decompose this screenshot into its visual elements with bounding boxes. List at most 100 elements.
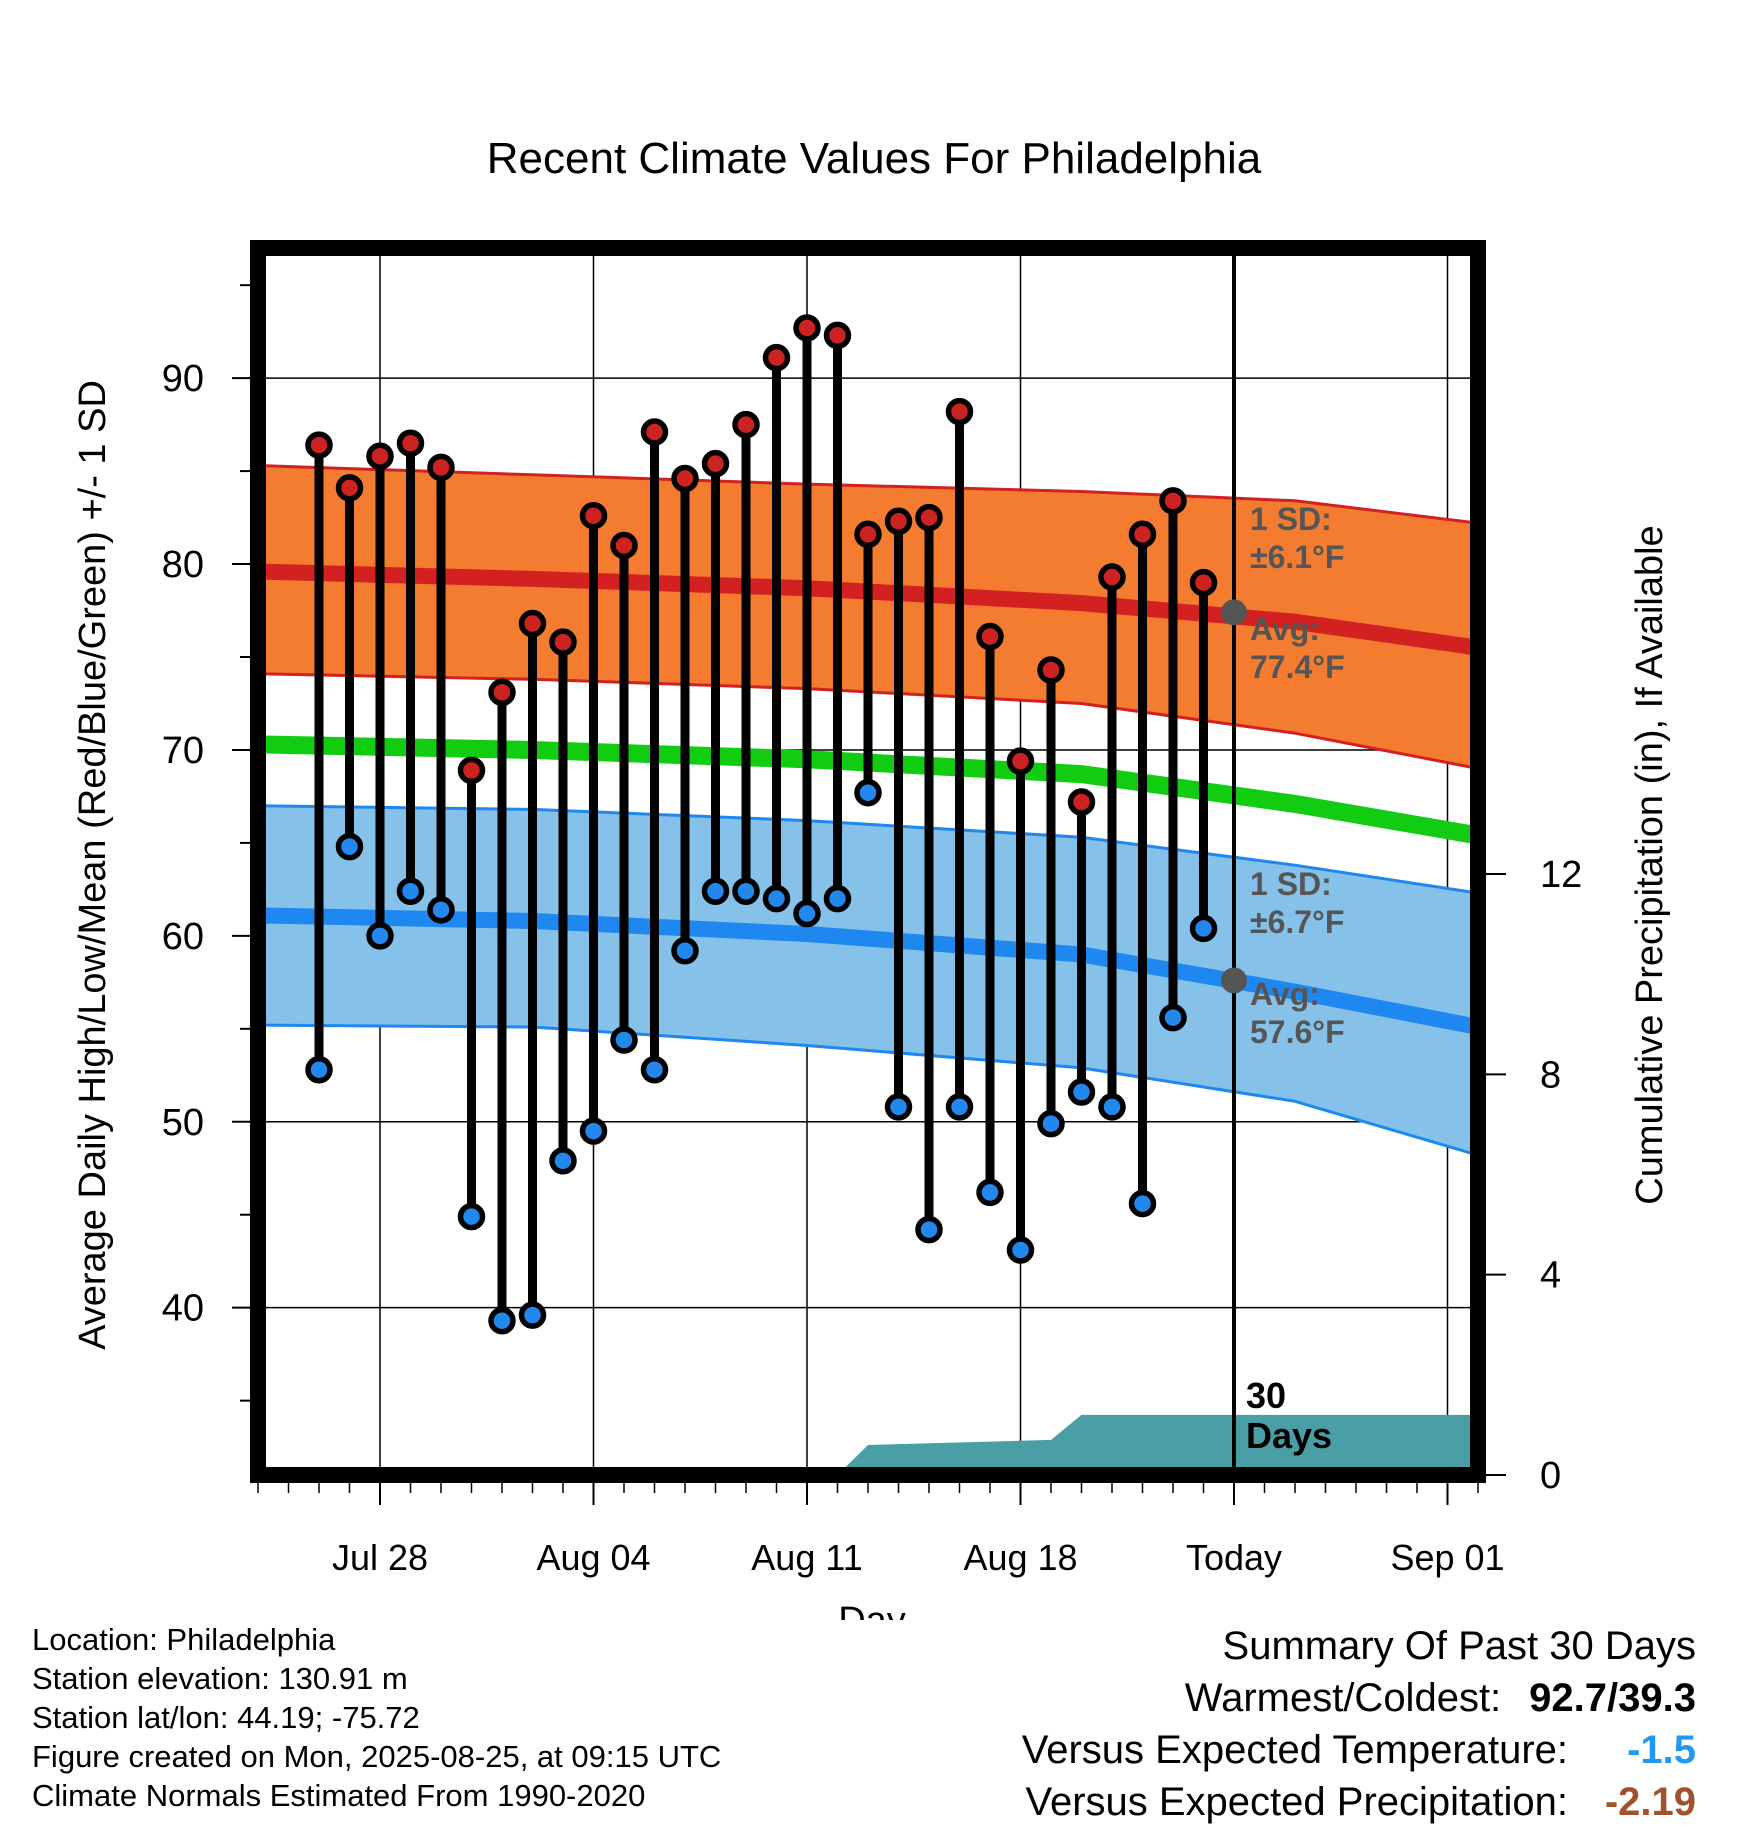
low-point bbox=[549, 1147, 577, 1175]
y-tick-label: 90 bbox=[162, 358, 204, 400]
sd-annotation: Avg: 57.6°F bbox=[1250, 976, 1345, 1050]
low-point bbox=[610, 1026, 638, 1054]
low-point bbox=[396, 877, 425, 905]
low-point bbox=[884, 1093, 913, 1121]
high-point bbox=[671, 464, 699, 493]
low-point bbox=[335, 832, 364, 861]
high-point bbox=[1189, 568, 1218, 597]
high-point bbox=[305, 431, 333, 459]
today-normal-marker bbox=[1221, 967, 1247, 994]
y-tick-label: 70 bbox=[162, 730, 204, 772]
x-tick-label: Jul 28 bbox=[332, 1537, 428, 1578]
y2-tick-label: 0 bbox=[1540, 1455, 1561, 1497]
info-elevation: Station elevation: 130.91 m bbox=[32, 1661, 408, 1696]
high-point bbox=[762, 343, 791, 372]
high-point bbox=[640, 418, 669, 446]
low-point bbox=[671, 936, 699, 965]
window-label: 30 Days bbox=[1246, 1375, 1332, 1456]
annotation-value: 57.6°F bbox=[1250, 1014, 1345, 1050]
x-tick-label: Today bbox=[1186, 1537, 1282, 1578]
summary-title: Summary Of Past 30 Days bbox=[1222, 1624, 1696, 1668]
y-tick-label: 50 bbox=[162, 1102, 204, 1144]
low-point bbox=[1067, 1078, 1096, 1106]
low-point bbox=[640, 1055, 669, 1084]
annotation-value: ±6.7°F bbox=[1250, 904, 1344, 940]
climate-chart: Recent Climate Values For Philadelphia 1… bbox=[72, 134, 1671, 1620]
high-point bbox=[579, 501, 608, 530]
summary-temp-row: Versus Expected Temperature: -1.5 bbox=[1022, 1724, 1696, 1776]
high-point bbox=[457, 756, 486, 785]
sd-annotation: 1 SD: ±6.1°F bbox=[1250, 501, 1344, 575]
low-point bbox=[701, 877, 730, 905]
low-point bbox=[366, 922, 394, 950]
sd-annotation: Avg: 77.4°F bbox=[1250, 611, 1345, 685]
low-point bbox=[488, 1306, 516, 1335]
normal-high-line bbox=[258, 563, 1478, 656]
low-point bbox=[823, 884, 852, 913]
low-point bbox=[579, 1117, 608, 1145]
high-point bbox=[976, 622, 1004, 651]
normal-mean-line bbox=[258, 735, 1478, 845]
high-point bbox=[1159, 487, 1187, 515]
warmest-value: 92.7/39.3 bbox=[1529, 1676, 1696, 1720]
x-tick-label: Aug 04 bbox=[536, 1537, 650, 1578]
x-tick-label: Aug 11 bbox=[751, 1537, 862, 1578]
temp-value: -1.5 bbox=[1627, 1728, 1696, 1772]
warmest-label: Warmest/Coldest: bbox=[1184, 1676, 1502, 1720]
y2-tick-label: 4 bbox=[1540, 1255, 1561, 1297]
y-axis-label: Average Daily High/Low/Mean (Red/Blue/Gr… bbox=[72, 380, 114, 1350]
low-point bbox=[457, 1202, 486, 1231]
low-sd-lower-line bbox=[258, 1023, 1478, 1157]
low-sd-upper-line bbox=[258, 804, 1478, 895]
plot-frame bbox=[250, 240, 1486, 1483]
y2-tick-label: 12 bbox=[1540, 854, 1582, 896]
y2-axis-label: Cumulative Precipitation (in), If Availa… bbox=[1629, 525, 1671, 1204]
annotation-value: ±6.1°F bbox=[1250, 539, 1344, 575]
low-point bbox=[976, 1178, 1004, 1207]
high-point bbox=[1037, 656, 1065, 684]
low-point bbox=[1098, 1093, 1126, 1121]
high-point bbox=[854, 520, 882, 549]
low-point bbox=[854, 778, 882, 807]
high-point bbox=[1006, 747, 1035, 775]
window-label-line: 30 bbox=[1246, 1375, 1286, 1416]
high-point bbox=[549, 628, 577, 656]
low-point bbox=[518, 1301, 547, 1329]
summary-panel: Summary Of Past 30 Days Warmest/Coldest:… bbox=[1022, 1620, 1696, 1828]
info-location: Location: Philadelphia bbox=[32, 1622, 336, 1657]
high-sd-upper-line bbox=[258, 464, 1478, 525]
high-point bbox=[427, 453, 455, 482]
high-point bbox=[1067, 788, 1096, 816]
temp-label: Versus Expected Temperature: bbox=[1021, 1728, 1568, 1772]
high-point bbox=[396, 429, 425, 457]
precip-label: Versus Expected Precipitation: bbox=[1025, 1780, 1568, 1824]
low-point bbox=[915, 1215, 943, 1244]
high-point bbox=[945, 397, 974, 426]
annotation-line: 1 SD: bbox=[1250, 501, 1332, 537]
y-tick-label: 40 bbox=[162, 1288, 204, 1330]
window-label-line: Days bbox=[1246, 1415, 1332, 1456]
annotation-line: Avg: bbox=[1250, 611, 1320, 647]
annotation-line: 1 SD: bbox=[1250, 866, 1332, 902]
high-point bbox=[488, 678, 516, 707]
low-point bbox=[1128, 1189, 1157, 1218]
low-point bbox=[945, 1093, 974, 1121]
low-point bbox=[732, 877, 760, 905]
chart-title: Recent Climate Values For Philadelphia bbox=[487, 134, 1262, 183]
station-info: Location: Philadelphia Station elevation… bbox=[32, 1620, 721, 1815]
y-tick-label: 60 bbox=[162, 916, 204, 958]
low-point bbox=[427, 896, 455, 924]
sd-annotation: 1 SD: ±6.7°F bbox=[1250, 866, 1344, 940]
high-point bbox=[366, 442, 394, 470]
summary-precip-row: Versus Expected Precipitation: -2.19 bbox=[1022, 1776, 1696, 1828]
high-point bbox=[335, 474, 364, 502]
low-point bbox=[793, 899, 821, 928]
precipitation-area bbox=[837, 1414, 1478, 1475]
low-point bbox=[1006, 1236, 1035, 1264]
high-point bbox=[915, 503, 943, 532]
today-normal-marker bbox=[1221, 599, 1247, 626]
precip-value: -2.19 bbox=[1604, 1780, 1696, 1824]
y-tick-label: 80 bbox=[162, 544, 204, 586]
